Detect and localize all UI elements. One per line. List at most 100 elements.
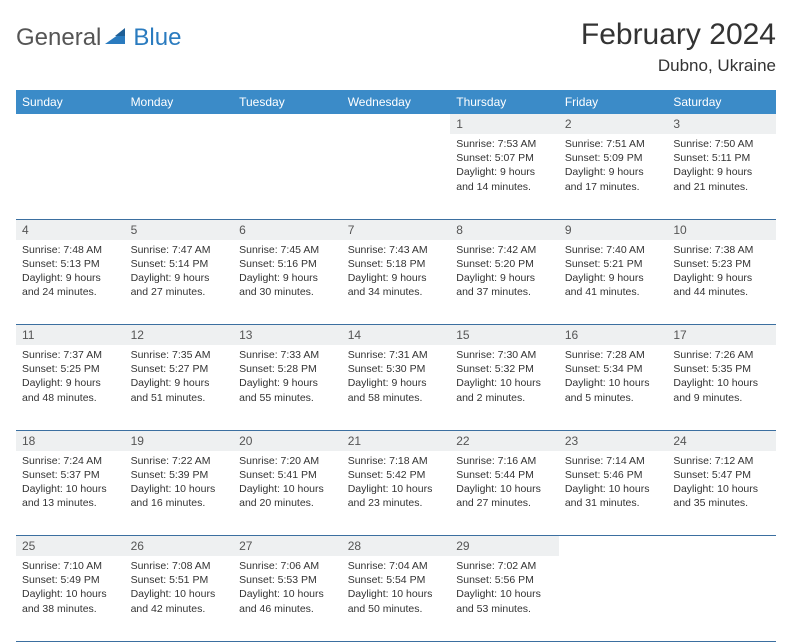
day-of-week-header: SundayMondayTuesdayWednesdayThursdayFrid… (16, 90, 776, 114)
calendar-cell: Sunrise: 7:33 AMSunset: 5:28 PMDaylight:… (233, 345, 342, 430)
day-number: 24 (667, 431, 776, 451)
day-details: Sunrise: 7:16 AMSunset: 5:44 PMDaylight:… (450, 451, 559, 517)
calendar-grid: SundayMondayTuesdayWednesdayThursdayFrid… (16, 90, 776, 642)
day-details: Sunrise: 7:43 AMSunset: 5:18 PMDaylight:… (342, 240, 451, 306)
weekday-header: Wednesday (342, 90, 451, 114)
day-number: 2 (559, 114, 668, 134)
day-details: Sunrise: 7:14 AMSunset: 5:46 PMDaylight:… (559, 451, 668, 517)
day-details: Sunrise: 7:12 AMSunset: 5:47 PMDaylight:… (667, 451, 776, 517)
day-details: Sunrise: 7:51 AMSunset: 5:09 PMDaylight:… (559, 134, 668, 200)
day-number: 15 (450, 325, 559, 345)
day-details: Sunrise: 7:30 AMSunset: 5:32 PMDaylight:… (450, 345, 559, 411)
day-number: 26 (125, 536, 234, 556)
day-number: 12 (125, 325, 234, 345)
day-number: 13 (233, 325, 342, 345)
day-number: 8 (450, 220, 559, 240)
calendar-cell: Sunrise: 7:43 AMSunset: 5:18 PMDaylight:… (342, 240, 451, 325)
day-number: 5 (125, 220, 234, 240)
day-number: 20 (233, 431, 342, 451)
calendar-cell: Sunrise: 7:40 AMSunset: 5:21 PMDaylight:… (559, 240, 668, 325)
day-details: Sunrise: 7:40 AMSunset: 5:21 PMDaylight:… (559, 240, 668, 306)
calendar-cell (125, 134, 234, 219)
calendar-cell: Sunrise: 7:50 AMSunset: 5:11 PMDaylight:… (667, 134, 776, 219)
day-details: Sunrise: 7:37 AMSunset: 5:25 PMDaylight:… (16, 345, 125, 411)
brand-part2: Blue (133, 24, 181, 52)
weekday-header: Tuesday (233, 90, 342, 114)
day-details: Sunrise: 7:28 AMSunset: 5:34 PMDaylight:… (559, 345, 668, 411)
weekday-header: Saturday (667, 90, 776, 114)
day-number: 1 (450, 114, 559, 134)
calendar-cell: Sunrise: 7:28 AMSunset: 5:34 PMDaylight:… (559, 345, 668, 430)
day-number: 25 (16, 536, 125, 556)
day-number: 23 (559, 431, 668, 451)
day-number: 29 (450, 536, 559, 556)
day-number: 7 (342, 220, 451, 240)
calendar-cell: Sunrise: 7:04 AMSunset: 5:54 PMDaylight:… (342, 556, 451, 641)
empty-cell (667, 536, 776, 557)
weekday-header: Friday (559, 90, 668, 114)
calendar-cell: Sunrise: 7:14 AMSunset: 5:46 PMDaylight:… (559, 451, 668, 536)
calendar-cell (16, 134, 125, 219)
calendar-cell: Sunrise: 7:22 AMSunset: 5:39 PMDaylight:… (125, 451, 234, 536)
calendar-cell (342, 134, 451, 219)
calendar-cell: Sunrise: 7:10 AMSunset: 5:49 PMDaylight:… (16, 556, 125, 641)
day-number: 14 (342, 325, 451, 345)
calendar-cell: Sunrise: 7:12 AMSunset: 5:47 PMDaylight:… (667, 451, 776, 536)
day-number: 4 (16, 220, 125, 240)
day-number: 6 (233, 220, 342, 240)
day-number: 27 (233, 536, 342, 556)
calendar-cell: Sunrise: 7:18 AMSunset: 5:42 PMDaylight:… (342, 451, 451, 536)
calendar-cell (667, 556, 776, 641)
day-details: Sunrise: 7:24 AMSunset: 5:37 PMDaylight:… (16, 451, 125, 517)
calendar-cell: Sunrise: 7:48 AMSunset: 5:13 PMDaylight:… (16, 240, 125, 325)
day-number: 11 (16, 325, 125, 345)
empty-cell (233, 114, 342, 134)
brand-logo: General Blue (16, 24, 181, 52)
empty-cell (16, 114, 125, 134)
day-number: 3 (667, 114, 776, 134)
empty-cell (559, 536, 668, 557)
day-details: Sunrise: 7:26 AMSunset: 5:35 PMDaylight:… (667, 345, 776, 411)
calendar-cell: Sunrise: 7:47 AMSunset: 5:14 PMDaylight:… (125, 240, 234, 325)
day-number: 16 (559, 325, 668, 345)
day-details: Sunrise: 7:18 AMSunset: 5:42 PMDaylight:… (342, 451, 451, 517)
day-number: 19 (125, 431, 234, 451)
calendar-cell: Sunrise: 7:38 AMSunset: 5:23 PMDaylight:… (667, 240, 776, 325)
calendar-cell: Sunrise: 7:02 AMSunset: 5:56 PMDaylight:… (450, 556, 559, 641)
calendar-cell: Sunrise: 7:51 AMSunset: 5:09 PMDaylight:… (559, 134, 668, 219)
day-details: Sunrise: 7:38 AMSunset: 5:23 PMDaylight:… (667, 240, 776, 306)
calendar-cell: Sunrise: 7:16 AMSunset: 5:44 PMDaylight:… (450, 451, 559, 536)
calendar-cell: Sunrise: 7:31 AMSunset: 5:30 PMDaylight:… (342, 345, 451, 430)
day-details: Sunrise: 7:31 AMSunset: 5:30 PMDaylight:… (342, 345, 451, 411)
calendar-cell: Sunrise: 7:35 AMSunset: 5:27 PMDaylight:… (125, 345, 234, 430)
day-number: 9 (559, 220, 668, 240)
day-details: Sunrise: 7:53 AMSunset: 5:07 PMDaylight:… (450, 134, 559, 200)
weekday-header: Sunday (16, 90, 125, 114)
day-details: Sunrise: 7:22 AMSunset: 5:39 PMDaylight:… (125, 451, 234, 517)
title-block: February 2024 Dubno, Ukraine (581, 18, 776, 76)
location-label: Dubno, Ukraine (581, 56, 776, 76)
empty-cell (125, 114, 234, 134)
day-number: 22 (450, 431, 559, 451)
month-title: February 2024 (581, 18, 776, 52)
calendar-cell: Sunrise: 7:08 AMSunset: 5:51 PMDaylight:… (125, 556, 234, 641)
brand-mark-icon (105, 26, 129, 51)
day-details: Sunrise: 7:48 AMSunset: 5:13 PMDaylight:… (16, 240, 125, 306)
day-number: 10 (667, 220, 776, 240)
day-details: Sunrise: 7:50 AMSunset: 5:11 PMDaylight:… (667, 134, 776, 200)
day-details: Sunrise: 7:45 AMSunset: 5:16 PMDaylight:… (233, 240, 342, 306)
weekday-header: Thursday (450, 90, 559, 114)
day-details: Sunrise: 7:35 AMSunset: 5:27 PMDaylight:… (125, 345, 234, 411)
day-details: Sunrise: 7:42 AMSunset: 5:20 PMDaylight:… (450, 240, 559, 306)
day-number: 28 (342, 536, 451, 556)
day-details: Sunrise: 7:33 AMSunset: 5:28 PMDaylight:… (233, 345, 342, 411)
brand-part1: General (16, 24, 101, 52)
day-number: 21 (342, 431, 451, 451)
day-details: Sunrise: 7:20 AMSunset: 5:41 PMDaylight:… (233, 451, 342, 517)
calendar-cell: Sunrise: 7:20 AMSunset: 5:41 PMDaylight:… (233, 451, 342, 536)
calendar-cell (233, 134, 342, 219)
day-number: 17 (667, 325, 776, 345)
day-details: Sunrise: 7:47 AMSunset: 5:14 PMDaylight:… (125, 240, 234, 306)
calendar-cell: Sunrise: 7:06 AMSunset: 5:53 PMDaylight:… (233, 556, 342, 641)
calendar-cell: Sunrise: 7:42 AMSunset: 5:20 PMDaylight:… (450, 240, 559, 325)
